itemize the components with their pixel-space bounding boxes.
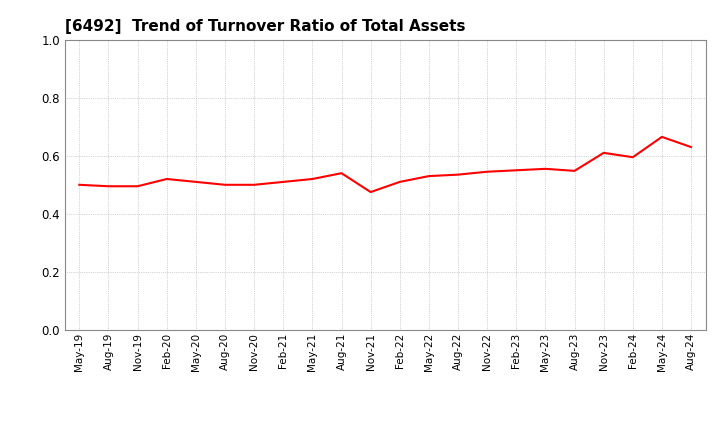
Text: [6492]  Trend of Turnover Ratio of Total Assets: [6492] Trend of Turnover Ratio of Total … — [65, 19, 465, 34]
